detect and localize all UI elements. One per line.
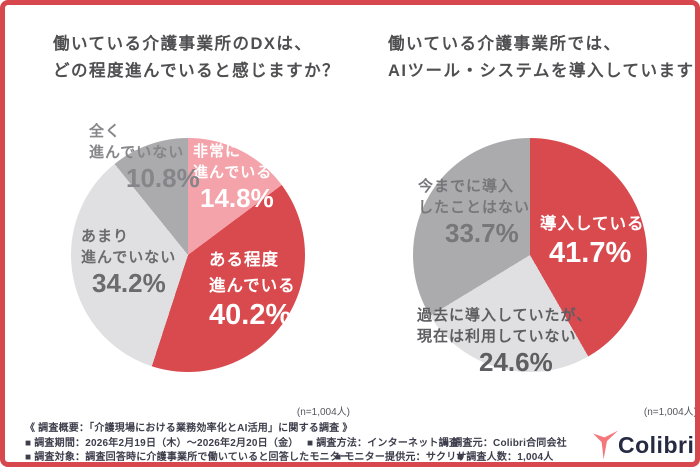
survey-summary: 《 調査概要：「介護現場における業務効率化とAI活用」に関する調査 》	[25, 423, 353, 434]
ai-adoption-pie-chart	[413, 138, 647, 372]
percent-somewhat-advanced: 40.2%	[209, 299, 292, 331]
percent-never-adopted: 33.7%	[445, 218, 519, 248]
slice-label-not-much-advanced: あまり 進んでいない 34.2%	[81, 228, 177, 298]
left-chart-title-line1: 働いている介護事業所のDXは、	[53, 35, 313, 53]
left-chart-title-line2: どの程度進んでいると感じますか？	[53, 62, 341, 80]
percent-adopted: 41.7%	[549, 237, 632, 269]
survey-period: ■ 調査期間：2026年2月19日（木）～2026年2月20日（金）	[25, 438, 299, 449]
slice-label-adopted: 導入している 41.7%	[540, 215, 645, 269]
survey-target: ■ 調査対象：調査回答時に介護事業所で働いていると回答したモニター	[25, 452, 351, 463]
slice-label-not-at-all-advanced: 全く 進んでいない 10.8%	[89, 123, 200, 193]
slice-label-somewhat-advanced: ある程度 進んでいる 40.2%	[209, 251, 296, 331]
percent-not-much-advanced: 34.2%	[92, 268, 166, 298]
left-chart-title: 働いている介護事業所のDXは、 どの程度進んでいると感じますか？	[53, 31, 340, 85]
colibri-bird-icon	[593, 430, 618, 461]
right-sample-size-label: (n=1,004人)	[643, 407, 697, 418]
monitor-provider: ■ モニター提供元：サクリサ	[335, 452, 467, 463]
right-chart-title-line2: AIツール・システムを導入していますか？	[388, 62, 700, 80]
percent-not-at-all-advanced: 10.8%	[126, 163, 200, 193]
right-chart-title: 働いている介護事業所では、 AIツール・システムを導入していますか？	[388, 31, 700, 85]
survey-count: ■ 調査人数：1,004人	[457, 452, 554, 463]
left-sample-size-label: (n=1,004人)	[296, 407, 350, 418]
slice-label-never-adopted: 今までに導入 したことはない 33.7%	[418, 178, 531, 248]
dx-progress-pie-chart	[71, 138, 305, 372]
slice-label-very-advanced: 非常に 進んでいる 14.8%	[193, 143, 274, 213]
colibri-logo-text: Colibri	[618, 432, 695, 458]
percent-very-advanced: 14.8%	[200, 183, 274, 213]
survey-source: ■ 調査元：Colibri合同会社	[443, 438, 567, 449]
survey-method: ■ 調査方法：インターネット調査	[307, 438, 460, 449]
right-chart-title-line1: 働いている介護事業所では、	[388, 35, 622, 53]
slice-label-adopted-in-past: 過去に導入していたが、 現在は利用していない 24.6%	[417, 307, 593, 377]
percent-adopted-in-past: 24.6%	[479, 347, 553, 377]
